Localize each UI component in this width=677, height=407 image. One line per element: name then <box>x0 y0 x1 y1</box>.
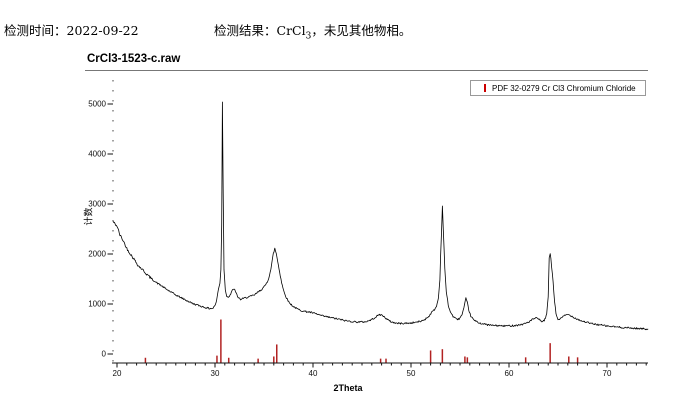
report-result: 检测结果：CrCl3，未见其他物相。 <box>214 20 411 42</box>
xrd-curve <box>112 101 649 331</box>
svg-text:2000: 2000 <box>88 250 106 259</box>
chart-title: CrCl3-1523-c.raw <box>87 53 181 65</box>
svg-text:0: 0 <box>102 350 107 359</box>
svg-text:70: 70 <box>603 369 612 378</box>
report-time-label: 检测时间： <box>4 23 67 38</box>
report-result-note: ，未见其他物相。 <box>311 23 412 38</box>
x-axis: 20 30 40 50 60 70 <box>112 362 648 378</box>
report-time-value: 2022-09-22 <box>66 23 139 38</box>
y-axis-title: 计数 <box>83 207 94 226</box>
svg-text:60: 60 <box>505 369 514 378</box>
legend: PDF 32-0279 Cr Cl3 Chromium Chloride <box>470 80 646 96</box>
pdf-reference-marker-icon <box>484 84 486 92</box>
svg-text:5000: 5000 <box>88 100 106 109</box>
report-result-formula-subscript: 3 <box>305 31 312 42</box>
report-result-label: 检测结果： <box>214 23 277 38</box>
x-axis-title: 2Theta <box>333 383 363 393</box>
report-time: 检测时间：2022-09-22 <box>4 20 139 39</box>
svg-text:30: 30 <box>211 369 220 378</box>
svg-text:40: 40 <box>309 369 318 378</box>
chart-title-divider <box>85 70 648 71</box>
svg-text:3000: 3000 <box>88 200 106 209</box>
legend-label: PDF 32-0279 Cr Cl3 Chromium Chloride <box>492 83 636 93</box>
svg-text:50: 50 <box>407 369 416 378</box>
svg-text:1000: 1000 <box>88 300 106 309</box>
report-result-formula: CrCl <box>276 23 306 38</box>
svg-text:4000: 4000 <box>88 150 106 159</box>
svg-text:20: 20 <box>113 369 122 378</box>
pdf-reference-sticks <box>144 319 579 363</box>
